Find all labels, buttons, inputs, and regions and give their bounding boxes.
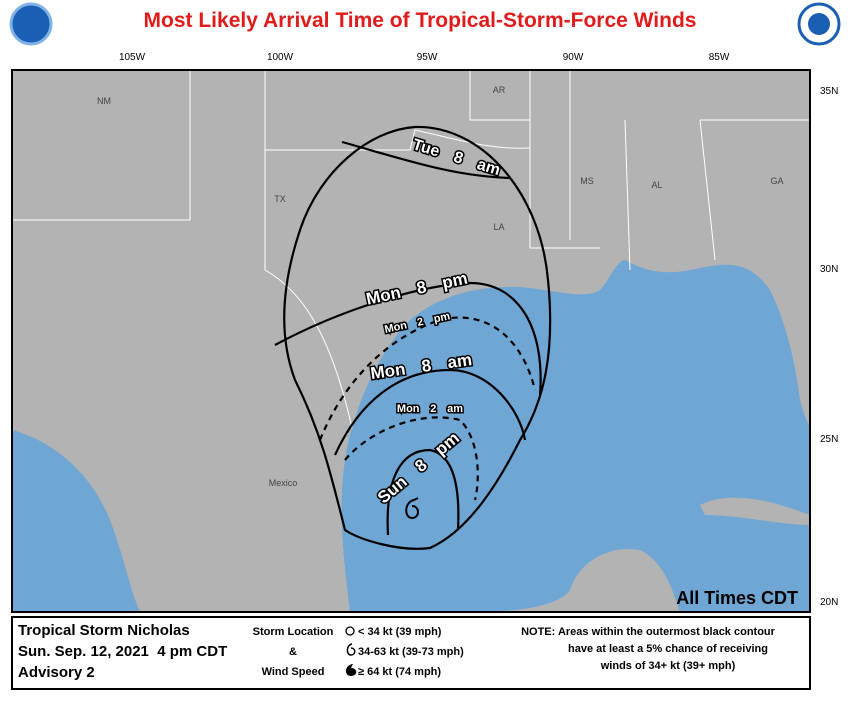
- note-line: NOTE: Areas within the outermost black c…: [521, 626, 776, 638]
- legend-item: ≥ 64 kt (74 mph): [358, 666, 441, 678]
- axis-labels: 105W 100W 95W 90W 85W 35N 30N 25N 20N: [119, 52, 838, 608]
- border: [569, 70, 810, 271]
- region-label: LA: [493, 222, 504, 232]
- region-label: Mexico: [269, 478, 298, 488]
- latitude-label: 25N: [820, 434, 838, 445]
- note-line: have at least a 5% chance of receiving: [568, 643, 768, 655]
- latitude-label: 20N: [820, 597, 838, 608]
- region-label: MS: [580, 176, 594, 186]
- longitude-label: 85W: [709, 52, 730, 63]
- noaa-logo: [9, 2, 53, 46]
- legend-title: &: [289, 646, 297, 658]
- contour-mon-8pm: [274, 281, 542, 396]
- border: [469, 70, 530, 121]
- border: [264, 70, 353, 429]
- contour-mon-2am: [344, 416, 479, 501]
- legend-item: 34-63 kt (39-73 mph): [358, 646, 464, 658]
- border: [265, 129, 531, 151]
- contour-tue-8am: [341, 140, 511, 180]
- borders: [12, 70, 810, 429]
- footer-box: [11, 616, 811, 690]
- issued: Sun. Sep. 12, 2021 4 pm CDT: [18, 643, 227, 660]
- border: [12, 70, 191, 221]
- legend-title: Wind Speed: [262, 666, 325, 678]
- cuba: [700, 497, 810, 525]
- contour-sun-8pm: [386, 448, 460, 536]
- region-label: TX: [274, 194, 286, 204]
- longitude-label: 100W: [267, 52, 294, 63]
- storm-symbol: [405, 497, 419, 520]
- note-line: winds of 34+ kt (39+ mph): [600, 660, 736, 672]
- legend-title: Storm Location: [253, 626, 334, 638]
- outer-contour: [283, 125, 552, 550]
- legend-symbol: [345, 626, 355, 636]
- legend-symbol: [346, 643, 356, 656]
- latitude-label: 30N: [820, 264, 838, 275]
- storm-name: Tropical Storm Nicholas: [18, 622, 190, 639]
- border: [529, 70, 600, 249]
- longitude-label: 95W: [417, 52, 438, 63]
- contour-mon-8am: [333, 368, 527, 456]
- pacific: [12, 430, 140, 612]
- time-zone-note: All Times CDT: [676, 588, 798, 608]
- title: Most Likely Arrival Time of Tropical-Sto…: [144, 9, 697, 32]
- map-frame: [11, 69, 811, 613]
- legend-item: < 34 kt (39 mph): [358, 626, 442, 638]
- contours: [274, 125, 552, 550]
- advisory: Advisory 2: [18, 664, 95, 681]
- region-label: AR: [493, 85, 506, 95]
- region-label: NM: [97, 96, 111, 106]
- region-labels: NM AR TX LA MS AL GA Mexico: [97, 85, 784, 488]
- longitude-label: 105W: [119, 52, 146, 63]
- contour-label: Mon 2 am: [397, 403, 463, 415]
- nws-logo-core: [808, 13, 830, 35]
- latitude-label: 35N: [820, 86, 838, 97]
- legend-symbol: [345, 664, 357, 676]
- region-label: AL: [651, 180, 662, 190]
- longitude-label: 90W: [563, 52, 584, 63]
- contour-mon-2pm: [318, 316, 537, 441]
- region-label: GA: [770, 176, 783, 186]
